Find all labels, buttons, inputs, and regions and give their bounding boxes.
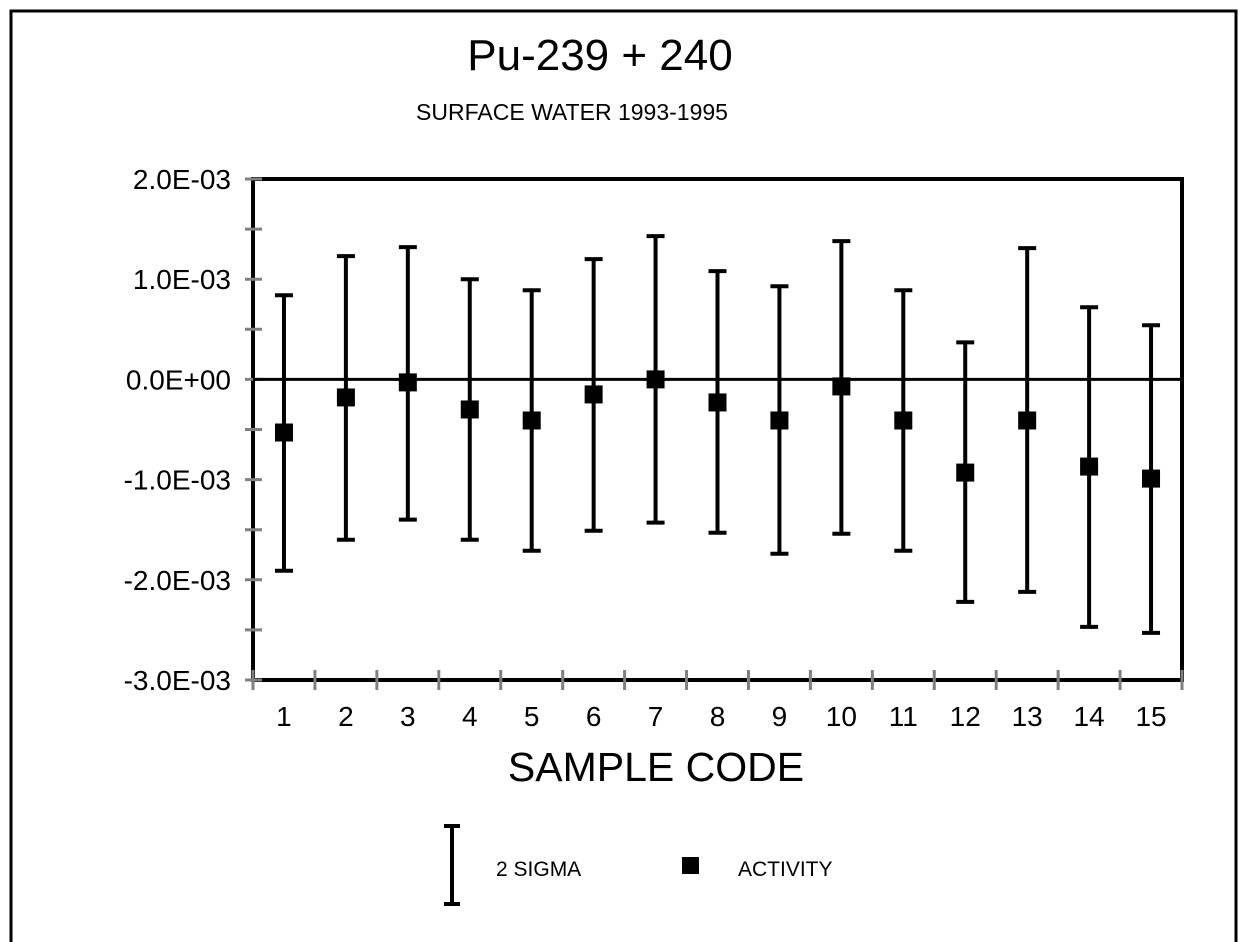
activity-point-14 — [1080, 457, 1099, 476]
activity-point-5 — [522, 411, 541, 430]
x-axis-ticks — [251, 670, 1184, 690]
activity-point-11 — [894, 411, 913, 430]
x-tick-label: 2 — [338, 701, 354, 732]
chart-subtitle: SURFACE WATER 1993-1995 — [416, 99, 728, 125]
legend-square-icon — [682, 857, 699, 874]
y-tick-label: 2.0E-03 — [133, 164, 231, 195]
legend-label-activity: ACTIVITY — [738, 858, 833, 881]
x-tick-label: 12 — [950, 701, 981, 732]
x-tick-label: 15 — [1135, 701, 1166, 732]
y-axis-tick-labels: 2.0E-03 1.0E-03 0.0E+00 -1.0E-03 -2.0E-03 -3.… — [124, 164, 231, 696]
x-tick-label: 13 — [1012, 701, 1043, 732]
x-axis-title: SAMPLE CODE — [508, 744, 804, 790]
plot-area: 2.0E-03 1.0E-03 0.0E+00 -1.0E-03 -2.0E-03 -3.… — [124, 164, 1184, 732]
x-tick-label: 8 — [710, 701, 726, 732]
x-tick-label: 10 — [826, 701, 857, 732]
y-tick-label: 1.0E-03 — [133, 264, 231, 295]
activity-point-1 — [274, 423, 293, 442]
x-tick-label: 6 — [586, 701, 602, 732]
y-tick-label: -1.0E-03 — [124, 465, 231, 496]
x-axis-tick-labels: 1 2 3 4 5 6 7 8 9 10 11 12 13 14 15 — [276, 701, 1166, 732]
x-tick-label: 1 — [276, 701, 292, 732]
y-tick-label: 0.0E+00 — [126, 364, 231, 395]
x-tick-label: 14 — [1074, 701, 1105, 732]
activity-point-15 — [1142, 469, 1161, 488]
activity-point-8 — [708, 393, 727, 412]
legend-item-2-sigma: 2 SIGMA — [444, 824, 581, 906]
x-tick-label: 9 — [772, 701, 788, 732]
activity-point-12 — [956, 463, 975, 482]
y-tick-label: -2.0E-03 — [124, 565, 231, 596]
legend: 2 SIGMA ACTIVITY — [444, 824, 833, 906]
activity-point-4 — [460, 400, 479, 419]
activity-point-7 — [646, 370, 665, 389]
x-tick-label: 11 — [889, 701, 918, 732]
x-tick-label: 5 — [524, 701, 540, 732]
chart-title: Pu-239 + 240 — [467, 31, 732, 80]
x-tick-label: 3 — [400, 701, 416, 732]
y-tick-label: -3.0E-03 — [124, 665, 231, 696]
activity-markers — [274, 370, 1161, 488]
activity-point-10 — [832, 377, 851, 396]
activity-point-3 — [398, 373, 417, 392]
legend-errorbar-icon — [444, 824, 460, 906]
x-tick-label: 4 — [462, 701, 478, 732]
activity-point-13 — [1018, 411, 1037, 430]
legend-label-2-sigma: 2 SIGMA — [496, 858, 581, 881]
figure-border — [9, 9, 1238, 942]
legend-item-activity: ACTIVITY — [682, 857, 833, 881]
activity-point-9 — [770, 411, 789, 430]
error-bars — [274, 234, 1161, 635]
activity-point-6 — [584, 385, 603, 404]
activity-point-2 — [336, 388, 355, 407]
x-tick-label: 7 — [648, 701, 664, 732]
